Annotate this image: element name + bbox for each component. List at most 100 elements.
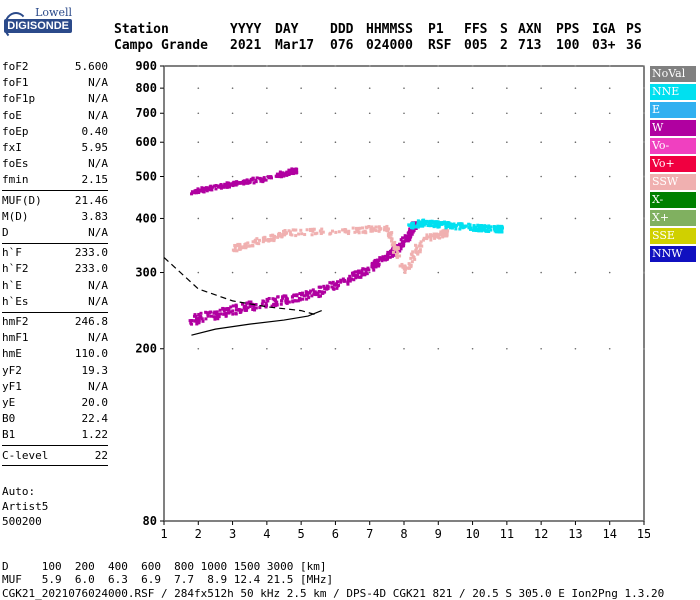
data-point (372, 268, 376, 272)
data-point (384, 254, 388, 258)
param-row: yF1 N/A (2, 380, 108, 396)
data-point (240, 308, 244, 312)
data-point (399, 238, 403, 242)
data-point (489, 228, 493, 232)
data-point (478, 224, 482, 228)
data-point (264, 178, 268, 182)
grid-dot (368, 65, 371, 67)
param-name: foF1p (2, 92, 36, 106)
data-point (335, 286, 339, 290)
data-point (365, 267, 369, 271)
data-point (293, 170, 297, 174)
data-point (219, 186, 223, 190)
grid-dot (403, 175, 405, 178)
header-col-value: Mar17 (275, 38, 315, 53)
data-point (467, 222, 471, 226)
data-point (351, 271, 355, 275)
data-point (222, 312, 226, 316)
y-tick-label: 600 (135, 135, 157, 149)
grid-dot (266, 271, 268, 274)
data-point (387, 235, 391, 239)
data-point (219, 312, 223, 316)
data-point (278, 234, 282, 238)
grid-dot (540, 65, 542, 67)
grid-dot (471, 87, 474, 89)
data-point (232, 180, 236, 184)
data-point (439, 221, 443, 225)
data-point (264, 301, 268, 305)
param-row: foF1 N/A (2, 76, 108, 92)
header-col-label: DDD (330, 22, 354, 37)
param-row: hmF1 N/A (2, 331, 108, 347)
data-point (359, 270, 363, 274)
header-col-value: 713 (518, 38, 542, 53)
data-point (241, 246, 245, 250)
grid-dot (643, 175, 645, 178)
grid-dot (300, 175, 302, 178)
data-point (251, 240, 255, 244)
data-point (494, 230, 498, 234)
footer-muf-line: MUF 5.9 6.0 6.3 6.9 7.7 8.9 12.4 21.5 [M… (2, 573, 334, 586)
grid-dot (231, 217, 234, 220)
grid-dot (437, 112, 440, 115)
x-tick-label: 6 (332, 527, 339, 540)
x-tick-label: 8 (400, 527, 407, 540)
y-tick-label: 900 (135, 59, 157, 73)
data-point (477, 229, 481, 233)
data-point (346, 279, 350, 283)
data-point (410, 232, 414, 236)
data-point (421, 218, 425, 222)
grid-dot (197, 65, 200, 67)
data-point (197, 317, 201, 321)
grid-dot (403, 217, 405, 220)
param-value: 22 (94, 448, 108, 462)
data-point (275, 303, 279, 307)
data-point (261, 299, 265, 303)
data-point (367, 224, 371, 228)
data-point (234, 312, 238, 316)
data-point (354, 270, 358, 274)
data-point (396, 251, 400, 255)
grid-dot (368, 347, 371, 350)
data-point (320, 227, 324, 231)
data-point (398, 264, 402, 268)
grid-dot (608, 271, 611, 274)
header-col-label: PPS (556, 22, 580, 37)
data-point (213, 317, 217, 321)
param-value: 3.83 (81, 209, 109, 223)
grid-dot (540, 217, 542, 220)
param-row: fxI 5.95 (2, 141, 108, 157)
data-point (193, 313, 197, 317)
data-point (364, 231, 368, 235)
data-point (238, 181, 242, 185)
data-point (258, 238, 262, 242)
param-row: yE 20.0 (2, 396, 108, 412)
data-point (212, 184, 216, 188)
grid-dot (574, 112, 577, 115)
data-point (334, 230, 338, 234)
data-point (305, 228, 309, 232)
data-point (190, 322, 194, 326)
data-point (425, 219, 429, 223)
data-point (442, 233, 446, 237)
data-point (287, 169, 291, 173)
param-row: h`E N/A (2, 279, 108, 295)
data-point (300, 232, 304, 236)
data-point (290, 295, 294, 299)
data-point (280, 234, 284, 238)
data-point (438, 223, 442, 227)
data-point (262, 177, 266, 181)
param-row: foEp 0.40 (2, 125, 108, 141)
grid-dot (197, 175, 200, 178)
data-point (222, 185, 226, 189)
y-tick-label: 400 (135, 211, 157, 225)
param-value: 5.95 (81, 141, 109, 154)
grid-dot (368, 217, 371, 220)
data-point (262, 176, 266, 180)
header-col-label: FFS (464, 22, 488, 37)
data-point (395, 253, 399, 257)
data-point (225, 181, 229, 185)
grid-dot (471, 347, 474, 350)
data-point (297, 232, 301, 236)
data-point (196, 187, 200, 191)
